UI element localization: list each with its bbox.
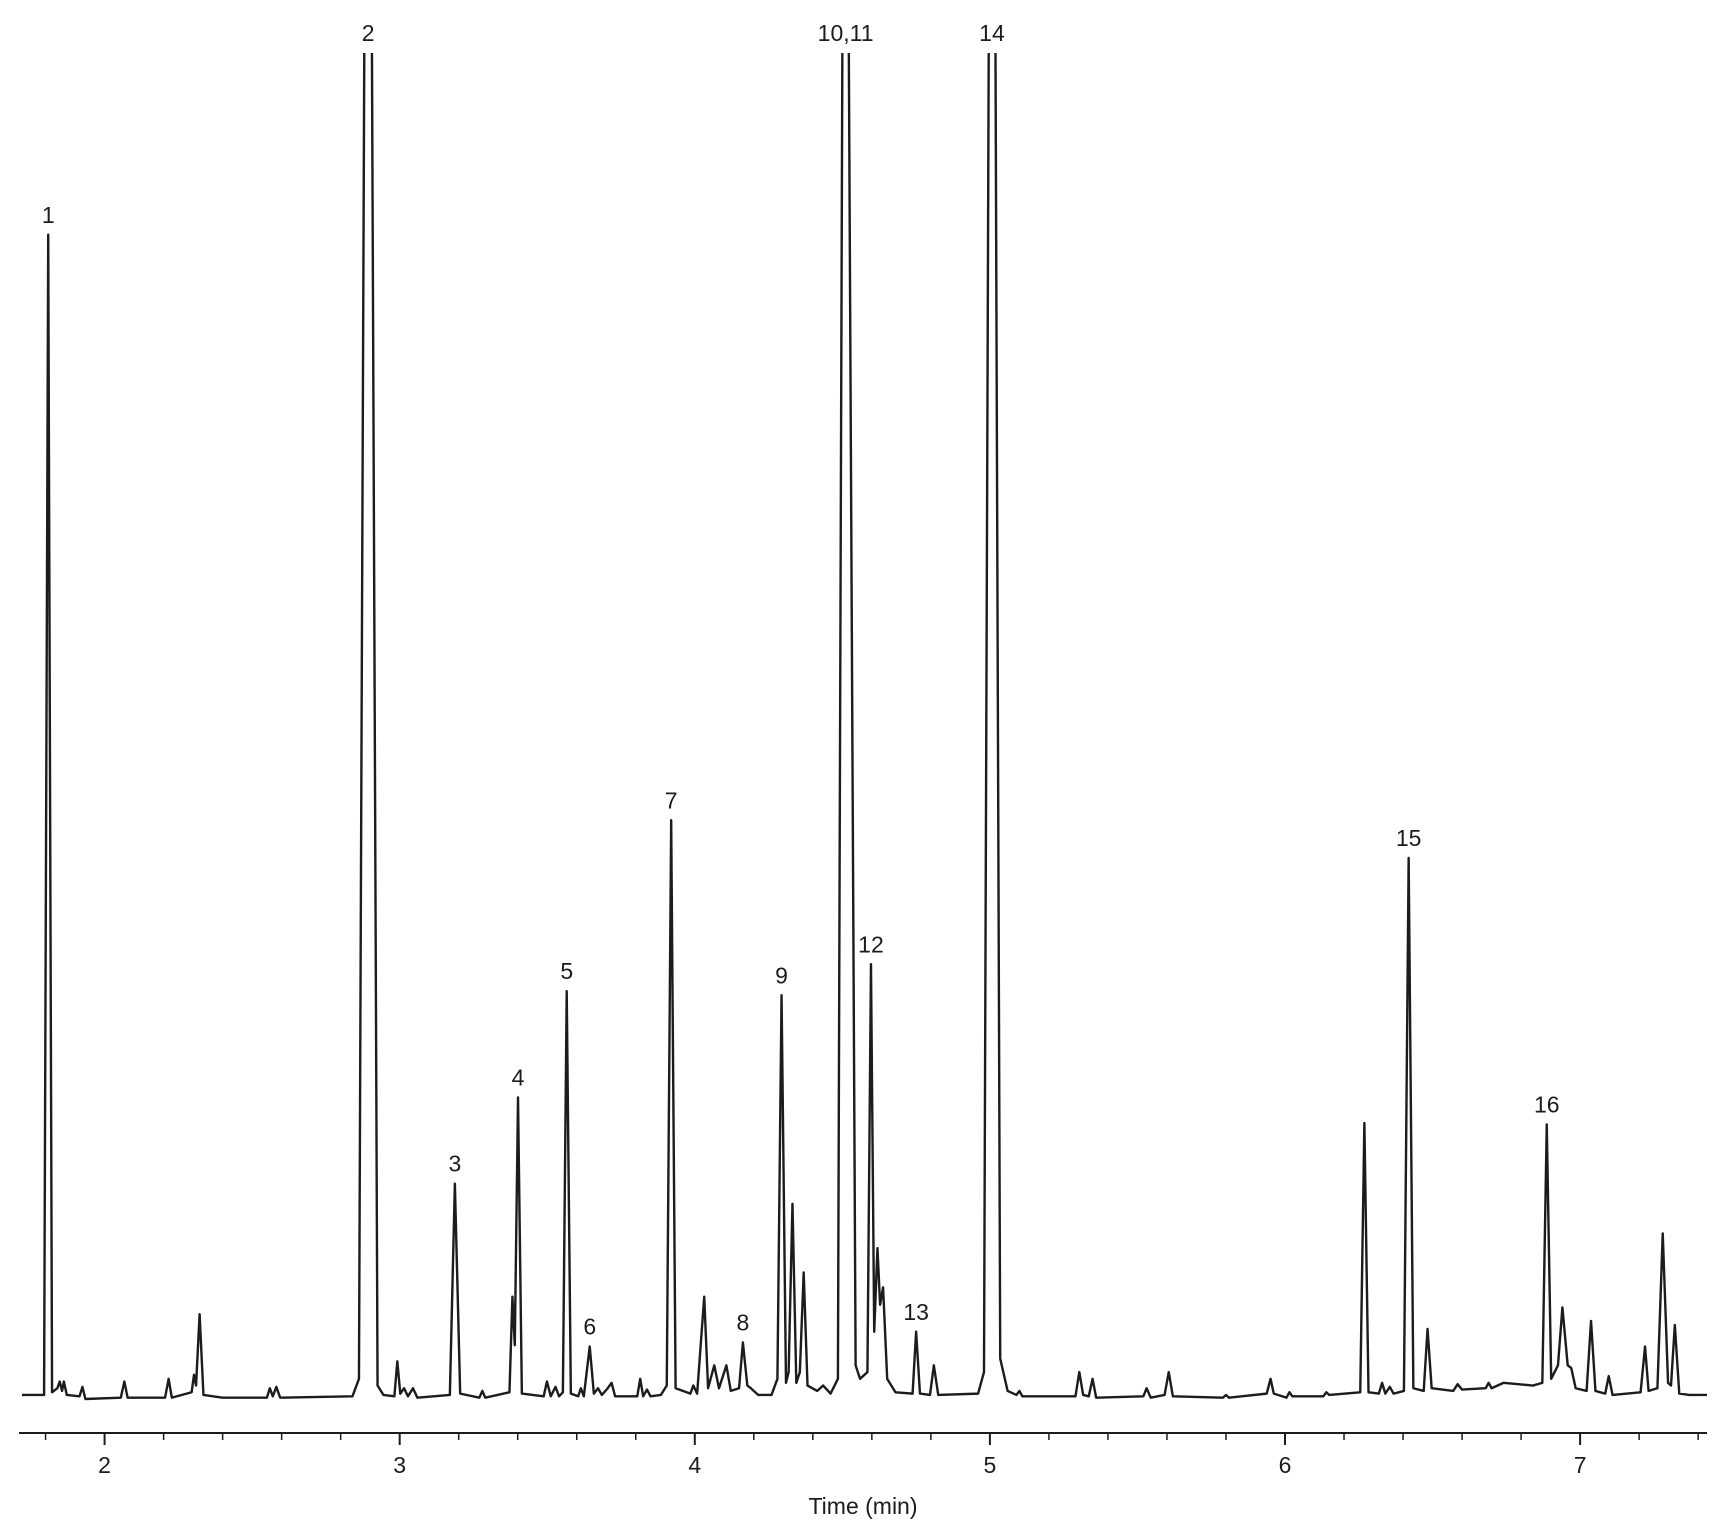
chromatogram-line (21, 52, 366, 1401)
x-tick-label: 3 (393, 1452, 406, 1478)
peak-label: 8 (736, 1310, 749, 1336)
peak-label: 15 (1396, 825, 1422, 851)
peak-label: 14 (979, 20, 1005, 46)
peak-label: 9 (775, 962, 788, 988)
peak-label: 10,11 (818, 20, 874, 46)
chromatogram-line (370, 52, 844, 1399)
x-tick-label: 7 (1574, 1452, 1587, 1478)
peak-label: 5 (560, 958, 573, 984)
peak-label: 2 (362, 20, 375, 46)
peak-label: 7 (665, 787, 678, 813)
peak-label: 6 (583, 1314, 596, 1340)
x-axis-label: Time (min) (808, 1493, 917, 1519)
peak-label: 4 (512, 1065, 525, 1091)
chromatogram-line (847, 52, 990, 1397)
peak-label: 3 (448, 1151, 461, 1177)
x-tick-label: 6 (1279, 1452, 1292, 1478)
peak-label: 13 (903, 1299, 929, 1325)
peak-label: 16 (1534, 1091, 1560, 1117)
x-tick-label: 4 (688, 1452, 701, 1478)
peak-label: 1 (42, 202, 55, 228)
peak-label: 12 (858, 931, 884, 957)
x-tick-label: 2 (98, 1452, 111, 1478)
chromatogram-line (994, 52, 1707, 1399)
x-tick-label: 5 (983, 1452, 996, 1478)
